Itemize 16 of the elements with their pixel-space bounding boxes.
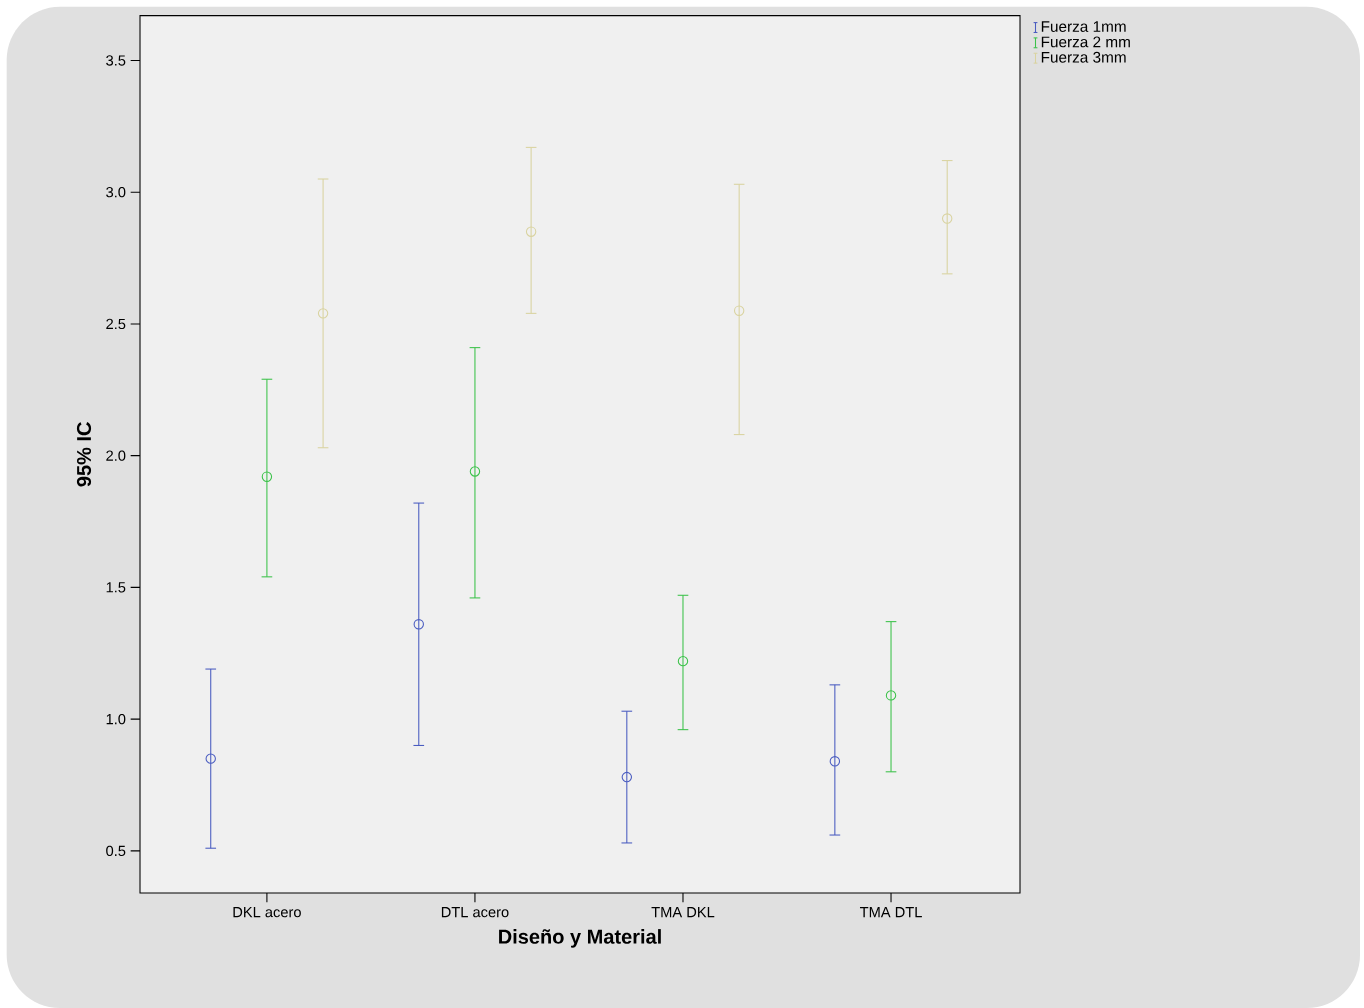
x-tick-label: TMA DKL bbox=[651, 907, 715, 918]
y-tick-label: 3.5 bbox=[106, 55, 126, 66]
x-tick-label: DKL acero bbox=[233, 907, 301, 918]
y-tick-label: 1.5 bbox=[106, 582, 126, 593]
legend-label: Fuerza 2 mm bbox=[1041, 36, 1130, 48]
legend-label: Fuerza 1mm bbox=[1041, 21, 1126, 32]
legend-label: Fuerza 3mm bbox=[1041, 51, 1126, 63]
y-tick-label: 0.5 bbox=[106, 845, 126, 857]
y-tick-label: 3.0 bbox=[106, 187, 126, 198]
x-tick-label: TMA DTL bbox=[859, 907, 922, 918]
y-axis-title: 95% IC bbox=[76, 422, 92, 487]
x-axis-title: Diseño y Material bbox=[499, 929, 661, 948]
y-tick-label: 1.0 bbox=[106, 713, 126, 725]
y-tick-label: 2.0 bbox=[106, 450, 126, 461]
y-tick-label: 2.5 bbox=[106, 318, 126, 330]
x-tick-label: DTL acero bbox=[441, 907, 509, 918]
